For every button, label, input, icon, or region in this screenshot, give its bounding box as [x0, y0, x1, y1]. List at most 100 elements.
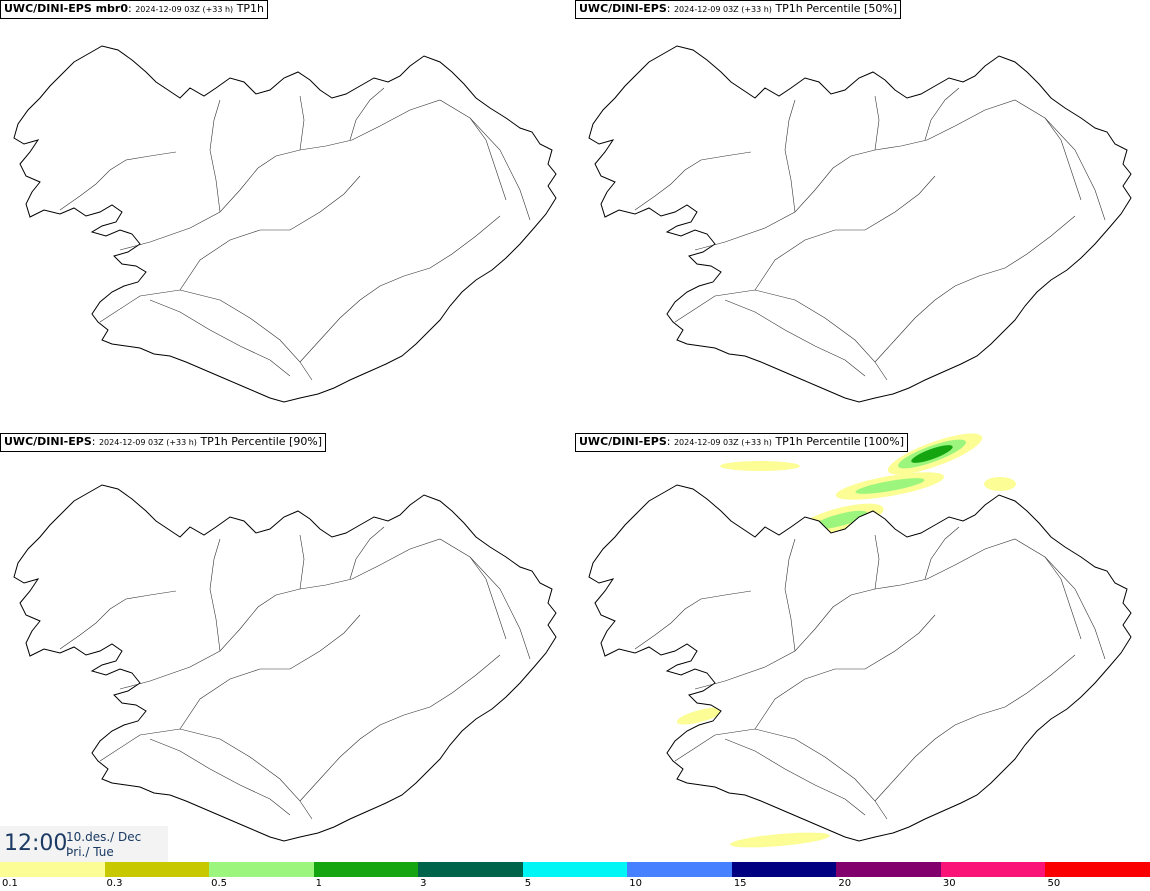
- precip-area: [720, 461, 800, 471]
- legend-tick-label: 30: [942, 878, 956, 889]
- road-line: [694, 99, 1106, 251]
- road-line: [754, 175, 936, 291]
- precip-area: [730, 832, 830, 848]
- valid-time-box: 12:00 10.des./ Dec Þri./ Tue: [0, 826, 168, 862]
- road-line: [149, 299, 291, 377]
- road-line: [784, 538, 796, 652]
- field-label: TP1h Percentile [50%]: [775, 2, 898, 15]
- legend-swatch: [0, 862, 105, 877]
- road-line: [209, 538, 221, 652]
- map-canvas: [13, 45, 557, 403]
- legend-tick-label: 20: [838, 878, 852, 889]
- run-label: 2024-12-09 03Z (+33 h): [135, 5, 234, 14]
- road-line: [349, 526, 385, 580]
- run-label: 2024-12-09 03Z (+33 h): [98, 438, 197, 447]
- legend-swatch: [1045, 862, 1150, 877]
- coastline: [13, 45, 557, 403]
- road-line: [924, 526, 960, 580]
- road-line: [119, 99, 531, 251]
- road-line: [99, 728, 313, 820]
- road-line: [694, 538, 1106, 690]
- road-line: [634, 151, 752, 211]
- road-line: [349, 87, 385, 141]
- precip-area: [984, 477, 1016, 491]
- valid-day: Þri./ Tue: [66, 845, 114, 859]
- coastline: [13, 484, 557, 842]
- run-label: 2024-12-09 03Z (+33 h): [673, 438, 772, 447]
- precip-area: [676, 707, 724, 725]
- road-line: [179, 175, 361, 291]
- legend-tick-label: 5: [524, 878, 532, 889]
- road-line: [59, 590, 177, 650]
- panel-title: UWC/DINI-EPS: 2024-12-09 03Z (+33 h) TP1…: [575, 0, 902, 19]
- road-line: [469, 556, 507, 640]
- field-label: TP1h Percentile [100%]: [775, 435, 905, 448]
- road-line: [754, 614, 936, 730]
- road-line: [634, 590, 752, 650]
- iceland-basemap: [13, 45, 557, 403]
- road-line: [299, 95, 305, 151]
- road-line: [674, 289, 888, 381]
- map-canvas: [13, 484, 557, 842]
- legend-swatch: [209, 862, 315, 877]
- field-label: TP1h: [236, 2, 265, 15]
- legend-swatch: [313, 862, 419, 877]
- iceland-basemap: [588, 484, 1132, 842]
- road-line: [299, 215, 501, 363]
- map-canvas: [588, 45, 1132, 403]
- legend-swatch: [731, 862, 837, 877]
- valid-time: 12:00: [4, 831, 68, 856]
- road-line: [924, 87, 960, 141]
- road-line: [1044, 117, 1082, 201]
- road-line: [119, 538, 531, 690]
- panel-title: UWC/DINI-EPS mbr0: 2024-12-09 03Z (+33 h…: [0, 0, 269, 19]
- coastline: [588, 45, 1132, 403]
- road-line: [874, 215, 1076, 363]
- road-line: [784, 99, 796, 213]
- road-line: [469, 117, 507, 201]
- road-line: [209, 99, 221, 213]
- legend-tick-label: 0.1: [2, 878, 18, 889]
- run-label: 2024-12-09 03Z (+33 h): [673, 5, 772, 14]
- road-line: [299, 534, 305, 590]
- legend-tick-label: 0.3: [106, 878, 123, 889]
- valid-date: 10.des./ Dec: [66, 830, 142, 844]
- road-line: [1044, 556, 1082, 640]
- map-panel-p50: UWC/DINI-EPS: 2024-12-09 03Z (+33 h) TP1…: [575, 0, 1150, 430]
- road-line: [149, 738, 291, 816]
- legend-tick-label: 3: [420, 878, 427, 889]
- road-line: [874, 534, 880, 590]
- road-line: [179, 614, 361, 730]
- model-label: UWC/DINI-EPS: [579, 2, 667, 15]
- coastline: [588, 484, 1132, 842]
- iceland-basemap: [588, 45, 1132, 403]
- field-label: TP1h Percentile [90%]: [200, 435, 323, 448]
- iceland-basemap: [13, 484, 557, 842]
- precip-area: [855, 478, 925, 494]
- map-panel-p100: UWC/DINI-EPS: 2024-12-09 03Z (+33 h) TP1…: [575, 433, 1150, 862]
- legend-swatch: [104, 862, 210, 877]
- road-line: [674, 728, 888, 820]
- legend-swatch: [418, 862, 524, 877]
- legend-swatch: [522, 862, 628, 877]
- road-line: [59, 151, 177, 211]
- model-label: UWC/DINI-EPS: [579, 435, 667, 448]
- legend-tick-label: 15: [733, 878, 747, 889]
- model-label: UWC/DINI-EPS mbr0: [4, 2, 128, 15]
- road-line: [724, 299, 866, 377]
- legend-tick-label: 0.5: [211, 878, 227, 889]
- model-label: UWC/DINI-EPS: [4, 435, 92, 448]
- road-line: [299, 654, 501, 802]
- map-panel-mbr0: UWC/DINI-EPS mbr0: 2024-12-09 03Z (+33 h…: [0, 0, 574, 430]
- precip-area: [812, 510, 868, 530]
- map-panel-p90: UWC/DINI-EPS: 2024-12-09 03Z (+33 h) TP1…: [0, 433, 574, 862]
- legend-swatch: [940, 862, 1046, 877]
- road-line: [99, 289, 313, 381]
- map-canvas: [588, 433, 1132, 848]
- legend-tick-label: 50: [1047, 878, 1061, 889]
- precip-area: [911, 445, 953, 463]
- legend-tick-label: 1: [315, 878, 322, 889]
- panel-title: UWC/DINI-EPS: 2024-12-09 03Z (+33 h) TP1…: [0, 433, 327, 452]
- legend-tick-label: 10: [629, 878, 642, 889]
- precip-color-legend: 0.1 0.3 0.5 1 3 5 10 15 20 30 50: [0, 862, 1150, 891]
